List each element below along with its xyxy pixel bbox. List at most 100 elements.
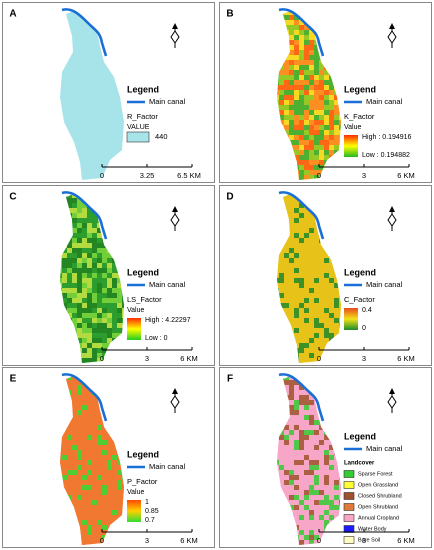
map-cell [62,303,67,308]
map-cell [92,218,97,223]
map-cell [304,530,309,535]
class-swatch [343,481,355,489]
map-cell [82,353,87,358]
map-cell [314,343,319,348]
map-cell [107,303,112,308]
map-cell [279,293,284,298]
map-cell [299,110,304,115]
map-cell [97,475,102,480]
map-cell [299,90,304,95]
map-cell [309,520,314,525]
map-cell [289,238,294,243]
map-cell [284,75,289,80]
map-cell [319,70,324,75]
map-cell [77,228,82,233]
ramp-label: High : 4.22297 [145,317,191,324]
map-cell [294,293,299,298]
legend-title: Legend [344,431,376,441]
map-cell [82,440,87,445]
map-cell [294,20,299,25]
map-cell [299,460,304,465]
map-cell [304,410,309,415]
map-cell [67,194,72,198]
map-cell [72,395,77,400]
map-cell [62,278,67,283]
map-cell [304,90,309,95]
map-cell [112,500,117,505]
map-cell [329,80,334,85]
map-cell [87,348,92,353]
map-cell [87,263,92,268]
map-cell [329,110,334,115]
map-cell [92,283,97,288]
map-cell [304,30,309,35]
map-cell [87,425,92,430]
map-cell [299,425,304,430]
map-cell [319,510,324,515]
map-cell [304,405,309,410]
map-cell [279,470,284,475]
map-cell [304,273,309,278]
map-cell [284,288,289,293]
map-cell [314,278,319,283]
map-cell [299,480,304,485]
map-cell [299,430,304,435]
map-cell [87,253,92,258]
map-cell [92,263,97,268]
map-cell [319,105,324,110]
map-cell [284,105,289,110]
map-cell [294,303,299,308]
map-cell [284,80,289,85]
map-cell [289,415,294,420]
map-cell [77,333,82,338]
map-cell [102,283,107,288]
map-cell [77,313,82,318]
map-cell [309,213,314,218]
map-cell [299,465,304,470]
map-cell [107,338,112,343]
scale-label: 6 KM [397,536,415,545]
map-cell [62,450,67,455]
map-cell [314,248,319,253]
map-cell [329,120,334,125]
class-label: Open Shrubland [358,504,398,510]
map-cell [314,175,319,180]
map-cell [294,338,299,343]
scale-label: 0 [100,171,104,180]
map-cell [284,60,289,65]
map-cell [112,475,117,480]
map-cell [72,233,77,238]
map-cell [304,60,309,65]
map-cell [107,273,112,278]
map-cell [92,505,97,510]
map-cell [72,425,77,430]
class-swatch [343,514,355,522]
map-cell [324,505,329,510]
map-cell [62,435,67,440]
class-swatch [343,492,355,500]
map-cell [284,385,289,390]
map-cell [122,495,124,500]
map-cell [77,460,82,465]
map-cell [284,85,289,90]
map-cell [72,380,77,385]
map-cell [299,435,304,440]
map-cell [87,515,92,520]
map-cell [294,140,299,145]
map-cell [334,100,339,105]
map-cell [107,520,112,525]
map-cell [77,435,82,440]
map-cell [82,540,87,545]
map-cell [284,380,289,385]
map-cell [77,293,82,298]
map-cell [309,100,314,105]
map-cell [294,198,299,203]
scale-label: 3 [145,354,149,363]
map-cell [117,278,122,283]
map-cell [279,273,284,278]
map-cell [82,455,87,460]
map-cell [60,465,62,470]
map-cell [97,258,102,263]
map-cell [284,480,289,485]
